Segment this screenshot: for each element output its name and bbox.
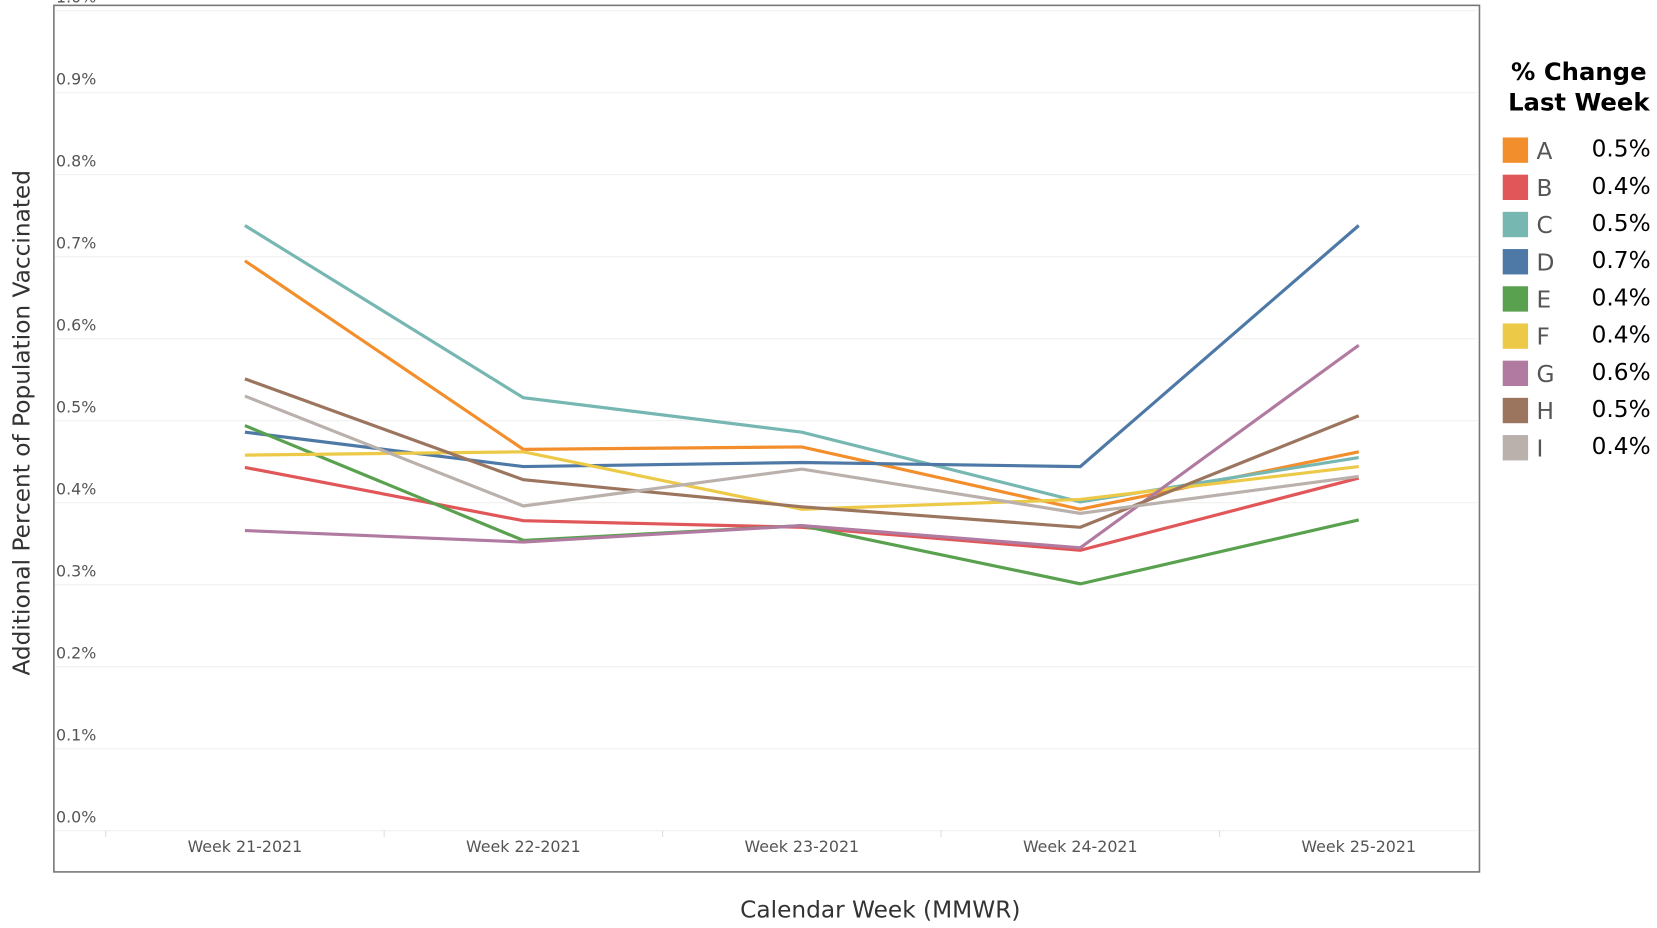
y-tick-label: 1.0% (56, 0, 96, 6)
x-tick-label: Week 23-2021 (744, 837, 859, 856)
legend-value: 0.4% (1592, 322, 1651, 349)
series-line (244, 424, 1360, 586)
series-line (244, 343, 1360, 550)
y-tick-label: 0.4% (56, 479, 96, 498)
series-line (244, 394, 1359, 515)
y-tick-label: 0.2% (56, 644, 96, 663)
y-tick-label: 0.5% (56, 397, 96, 416)
legend-swatch (1502, 249, 1529, 275)
legend-swatch (1502, 211, 1529, 238)
legend-value: 0.5% (1592, 396, 1651, 423)
y-tick-label: 0.0% (56, 808, 96, 827)
legend-value: 0.7% (1592, 247, 1651, 274)
legend-label: D (1537, 249, 1555, 276)
legend-label: C (1537, 212, 1553, 239)
x-tick-label: Week 22-2021 (466, 837, 581, 856)
legend-swatch (1502, 286, 1529, 312)
x-tick-label: Week 24-2021 (1023, 837, 1138, 856)
y-tick-label: 0.3% (56, 562, 96, 581)
series-line (244, 377, 1360, 529)
y-tick-label: 0.9% (56, 69, 96, 88)
legend-label: B (1537, 175, 1553, 202)
legend-title: % Change (1511, 57, 1647, 86)
y-axis-title: Additional Percent of Population Vaccina… (9, 170, 36, 676)
legend-swatch (1502, 435, 1529, 461)
legend-label: I (1537, 435, 1544, 462)
legend-label: G (1537, 361, 1555, 388)
legend-swatch (1502, 360, 1529, 387)
legend-swatch (1502, 397, 1529, 424)
legend-value: 0.4% (1592, 433, 1651, 460)
legend-value: 0.5% (1592, 136, 1651, 163)
legend-value: 0.6% (1592, 359, 1651, 386)
series-line (244, 224, 1360, 469)
x-tick-label: Week 25-2021 (1301, 837, 1416, 856)
y-tick-label: 0.1% (56, 726, 96, 745)
legend-swatch (1502, 174, 1529, 201)
plot-frame (53, 4, 1481, 873)
legend-label: A (1537, 138, 1553, 165)
legend-label: F (1537, 324, 1550, 351)
legend-label: H (1537, 398, 1554, 425)
legend-swatch (1502, 323, 1529, 349)
y-tick-label: 0.8% (56, 151, 96, 170)
y-tick-label: 0.7% (56, 233, 96, 252)
legend-value: 0.4% (1592, 173, 1651, 200)
legend-label: E (1537, 287, 1552, 314)
x-tick-label: Week 21-2021 (188, 837, 303, 856)
legend-swatch (1502, 137, 1529, 163)
legend-value: 0.5% (1592, 210, 1651, 237)
legend-value: 0.4% (1592, 284, 1651, 311)
series-line (244, 259, 1360, 511)
y-tick-label: 0.6% (56, 315, 96, 334)
legend-title: Last Week (1508, 88, 1650, 117)
x-axis-title: Calendar Week (MMWR) (740, 897, 1020, 924)
